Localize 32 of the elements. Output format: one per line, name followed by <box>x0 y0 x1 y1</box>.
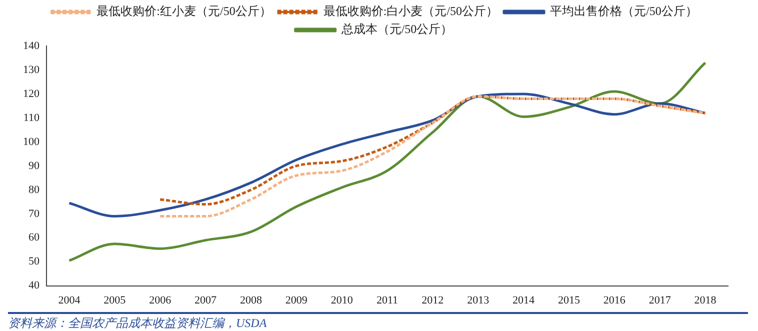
line-series <box>68 62 707 262</box>
legend-label: 最低收购价:红小麦（元/50公斤） <box>96 4 272 18</box>
legend-label: 平均出售价格（元/50公斤） <box>550 4 698 18</box>
y-tick-label: 70 <box>28 208 40 220</box>
y-tick-label: 90 <box>28 160 40 172</box>
x-tick-label: 2011 <box>376 294 398 306</box>
x-tick-label: 2017 <box>648 294 672 306</box>
x-tick-label: 2005 <box>104 294 126 306</box>
x-tick-label: 2014 <box>512 294 536 306</box>
x-tick-label: 2016 <box>603 294 626 306</box>
x-tick-label: 2009 <box>285 294 308 306</box>
y-tick-label: 50 <box>28 256 40 268</box>
legend-label: 总成本（元/50公斤） <box>340 22 453 36</box>
text: 资料来源：全国农产品成本收益资料汇编，USDA <box>8 312 748 331</box>
x-tick-label: 2004 <box>58 294 81 306</box>
y-tick-label: 60 <box>28 232 40 244</box>
x-tick-label: 2008 <box>240 294 262 306</box>
x-tick-label: 2007 <box>194 294 218 306</box>
y-tick-label: 110 <box>23 112 40 124</box>
x-tick-label: 2013 <box>467 294 490 306</box>
y-tick-label: 100 <box>23 136 40 148</box>
x-tick-label: 2018 <box>694 294 717 306</box>
x-tick-label: 2015 <box>558 294 580 306</box>
y-tick-label: 80 <box>28 184 40 196</box>
y-tick-label: 140 <box>23 40 40 52</box>
legend-label: 最低收购价:白小麦（元/50公斤） <box>323 4 498 18</box>
y-tick-label: 40 <box>28 280 40 292</box>
x-tick-label: 2012 <box>422 294 444 306</box>
x-tick-label: 2006 <box>149 294 172 306</box>
x-tick-label: 2010 <box>330 294 354 306</box>
y-tick-label: 130 <box>23 64 40 76</box>
y-tick-label: 120 <box>23 88 40 100</box>
